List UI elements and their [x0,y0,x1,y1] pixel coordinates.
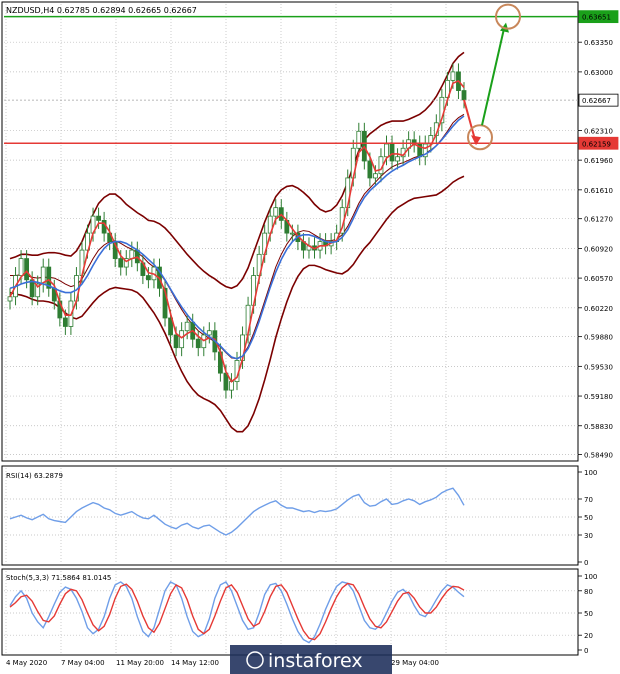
y-tick-label: 0.61610 [584,187,613,195]
candle-body [356,130,362,149]
candle-body [123,258,129,268]
candle-body [367,160,373,179]
price-tag-box [578,136,619,150]
candle-body [146,275,151,281]
candle-body [118,258,124,268]
stoch-title: Stoch(5,3,3) 71.5864 81.0145 [6,574,111,582]
candle-body [24,258,30,281]
indicator-line [9,582,465,641]
axis-labels: 0.63350 0.63000 0.62310 0.61960 0.61610 0.612… [6,39,613,667]
price-tag-label: 0.63651 [582,14,611,22]
stochastic-indicator: 100 80 50 20 0 [4,573,597,655]
candle-body [62,317,68,327]
y-tick-label: 50 [584,514,593,522]
y-tick-label: 0.58830 [584,423,613,431]
x-tick-label: 4 May 2020 [6,659,47,667]
candle-body [184,321,190,332]
y-tick-label: 0.59180 [584,393,613,401]
ma-fast-line [9,79,465,383]
main-panel-frame [1,1,579,462]
y-tick-label: 0.61270 [584,216,613,224]
price-levels: 0.63651 0.62667 0.62159 [4,10,619,150]
candle-body [229,381,234,391]
candle-body [450,71,456,81]
candle-body [179,330,185,349]
y-tick-label: 100 [584,573,597,581]
up-arrow-line [481,28,505,126]
candle-body [273,207,279,217]
watermark-text: instaforex [268,650,363,672]
moving-averages [9,79,465,383]
candle-body [384,143,389,158]
y-tick-label: 0.60920 [584,245,613,253]
y-tick-label: 0.59880 [584,334,613,342]
down-arrow-head-icon [471,135,481,146]
price-tag-label: 0.62159 [582,140,611,148]
x-tick-label: 11 May 20:00 [116,659,164,667]
x-tick-label: 14 May 12:00 [171,659,219,667]
y-tick-label: 0.58490 [584,452,613,460]
candle-body [422,143,428,158]
candle-body [289,232,295,235]
candle-body [373,173,378,179]
y-tick-label: 50 [584,610,593,618]
indicator-line [9,487,465,536]
y-tick-label: 0.60570 [584,275,613,283]
rsi-indicator: 100 70 50 30 0 [4,469,597,567]
y-tick-label: 20 [584,632,593,640]
candle-body [206,330,212,336]
candle-body [173,334,179,349]
price-tag-label: 0.62667 [582,97,611,105]
candle-body [96,215,101,221]
y-tick-label: 70 [584,496,593,504]
candle-body [129,249,135,259]
y-tick-label: 0 [584,647,588,655]
y-tick-label: 0.63350 [584,39,613,47]
price-tag-box [578,10,619,24]
y-tick-label: 30 [584,532,593,540]
bollinger-lower [9,175,465,433]
candle-body [35,283,41,298]
forecast-arrows [463,3,521,151]
y-tick-label: 80 [584,588,593,596]
resistance-target-circle [495,3,521,30]
ma-slow-line [9,115,465,360]
y-tick-label: 0.61960 [584,157,613,165]
candle-body [46,266,52,289]
rsi-panel-frame [1,465,579,566]
x-tick-label: 7 May 04:00 [61,659,105,667]
chart-title: NZDUSD,H4 0.62785 0.62894 0.62665 0.6266… [6,6,197,15]
price-tag-box [578,93,619,107]
candle-body [444,79,450,98]
candle-body [7,296,13,302]
y-tick-label: 100 [584,469,597,477]
y-tick-label: 0.59530 [584,363,613,371]
bollinger-upper [9,51,465,290]
indicator-line [9,580,465,644]
candle-body [461,90,467,101]
candle-body [18,258,24,276]
watermark-logo-icon [246,651,264,669]
watermark-bg [230,645,392,674]
candle-body [162,287,168,319]
candle-body [395,156,400,162]
y-tick-label: 0 [584,559,588,567]
support-target-circle [467,124,493,151]
y-tick-label: 0.60220 [584,305,613,313]
y-tick-label: 0.62310 [584,127,613,135]
rsi-title: RSI(14) 63.2879 [6,472,63,480]
x-tick-label: 29 May 04:00 [391,659,439,667]
candle-body [168,317,173,336]
y-tick-label: 0.63000 [584,69,613,77]
candle-body [195,338,201,349]
candle-body [389,143,395,162]
